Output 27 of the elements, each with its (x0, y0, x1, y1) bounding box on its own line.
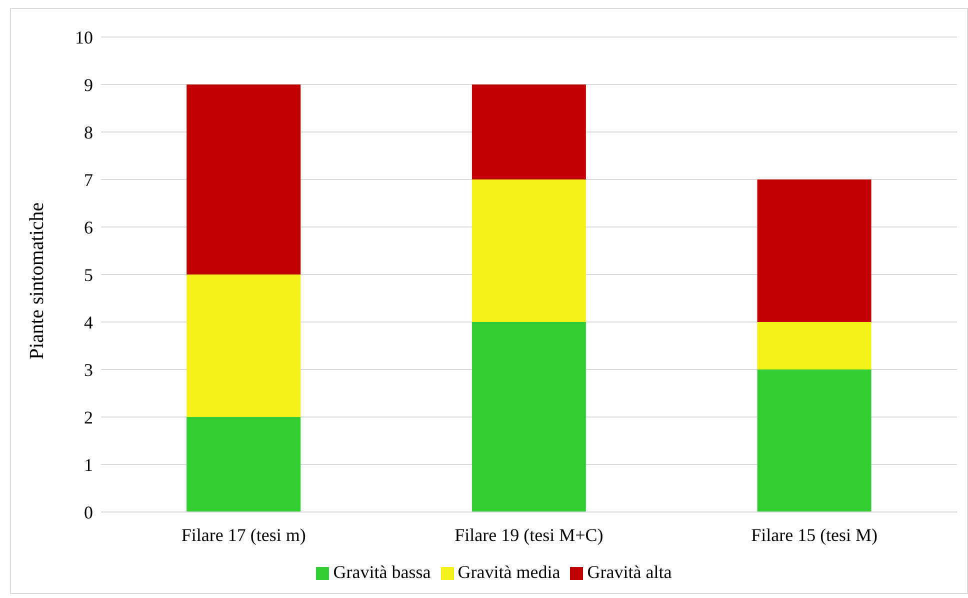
x-tick-label: Filare 15 (tesi M) (751, 524, 878, 545)
legend-label: Gravità bassa (333, 562, 431, 582)
y-tick-label: 4 (84, 312, 93, 332)
y-tick-label: 9 (84, 74, 93, 95)
y-tick-label: 1 (84, 454, 93, 475)
bar (757, 322, 872, 370)
bar (757, 370, 872, 512)
y-tick-label: 10 (75, 27, 93, 48)
y-tick-label: 2 (84, 407, 93, 428)
legend-label: Gravità alta (587, 562, 672, 582)
y-tick-label: 7 (84, 170, 93, 190)
bar (472, 322, 586, 512)
bar (472, 180, 586, 322)
bar (186, 84, 301, 274)
y-tick-label: 3 (84, 360, 93, 380)
bar (472, 84, 586, 180)
y-tick-label: 8 (84, 122, 93, 142)
x-tick-label: Filare 19 (tesi M+C) (454, 524, 604, 545)
x-tick-label: Filare 17 (tesi m) (181, 524, 306, 545)
bar (757, 180, 872, 322)
bar (186, 417, 301, 512)
y-tick-label: 6 (84, 217, 93, 238)
legend-label: Gravità media (458, 562, 560, 582)
y-tick-label: 5 (84, 264, 93, 285)
y-tick-label: 0 (84, 502, 93, 522)
bar (186, 274, 301, 417)
y-axis-title: Piante sintomatiche (26, 202, 48, 360)
